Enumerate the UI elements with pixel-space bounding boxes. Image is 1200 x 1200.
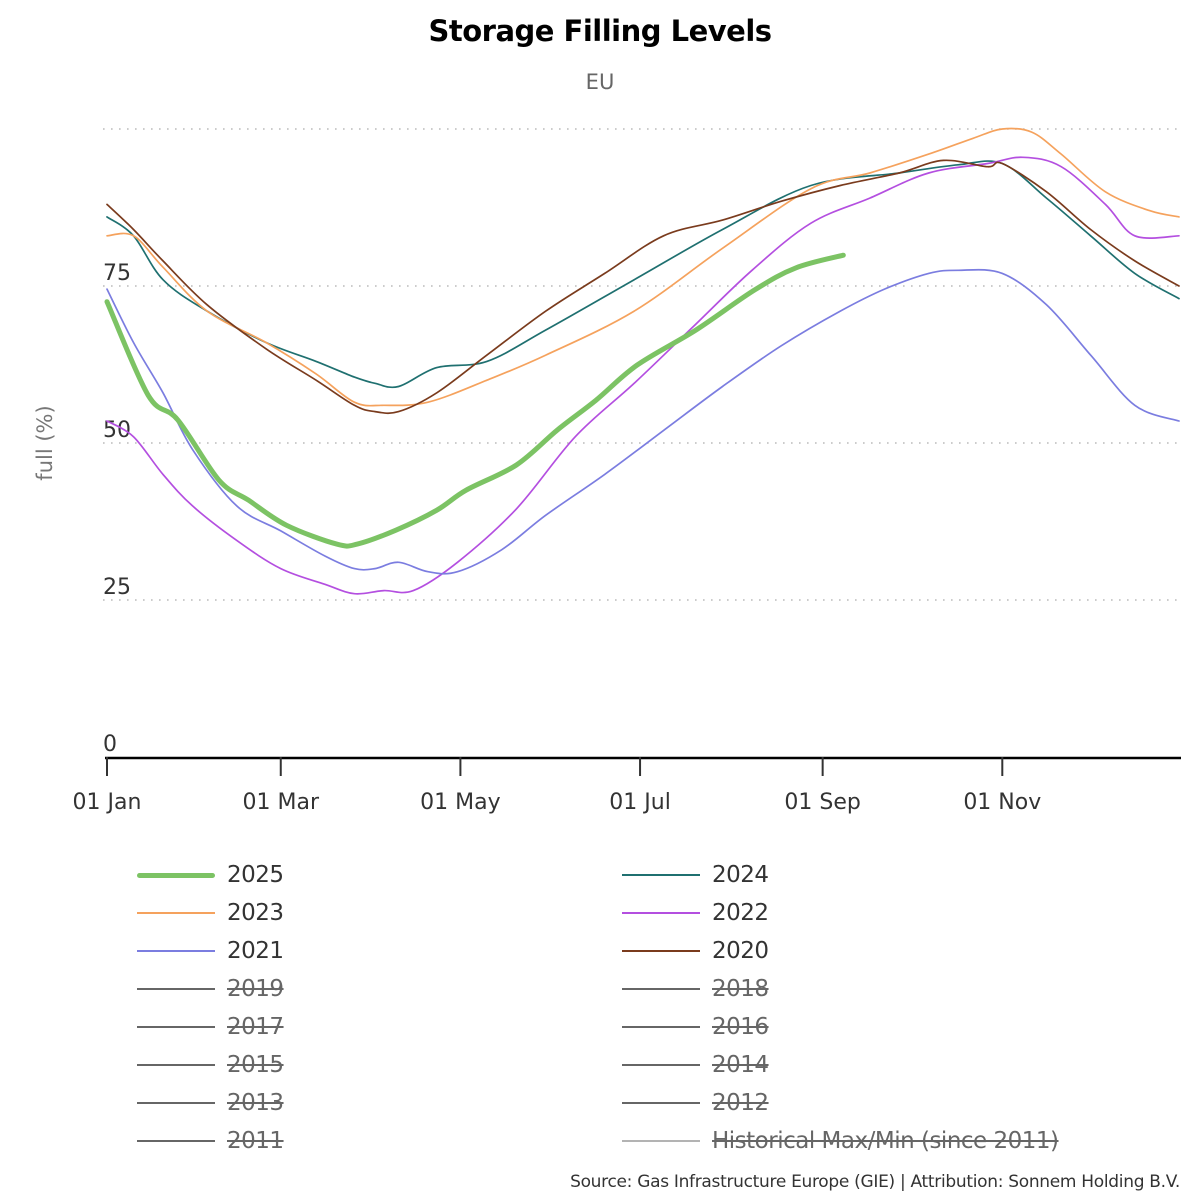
source-attribution: Source: Gas Infrastructure Europe (GIE) …	[570, 1172, 1180, 1192]
legend-swatch	[622, 874, 700, 876]
legend-item-2016[interactable]: 2016	[622, 1010, 769, 1044]
x-tick-label: 01 Nov	[963, 790, 1041, 815]
legend-label: 2017	[227, 1014, 284, 1040]
x-tick-label: 01 Sep	[784, 790, 860, 815]
legend-label: 2023	[227, 900, 284, 926]
legend-label: 2022	[712, 900, 769, 926]
legend-item-2021[interactable]: 2021	[137, 934, 284, 968]
legend-item-2018[interactable]: 2018	[622, 972, 769, 1006]
legend-item-2024[interactable]: 2024	[622, 858, 769, 892]
legend-label: 2024	[712, 862, 769, 888]
x-tick-label: 01 May	[420, 790, 500, 815]
legend-item-2011[interactable]: 2011	[137, 1124, 284, 1158]
legend-item-2013[interactable]: 2013	[137, 1086, 284, 1120]
legend-swatch	[622, 1140, 700, 1142]
legend-label: 2015	[227, 1052, 284, 1078]
legend-swatch	[622, 1026, 700, 1028]
legend: 2025 2024 2023 2022 2021 2020 2019 2018 2017 2016…	[0, 858, 1200, 1158]
y-tick-label: 75	[103, 261, 131, 286]
x-tick-label: 01 Jul	[609, 790, 671, 815]
legend-swatch	[137, 912, 215, 914]
series-line-2023[interactable]	[106, 127, 1180, 407]
y-axis-label: full (%)	[33, 405, 57, 480]
legend-label: 2011	[227, 1128, 284, 1154]
legend-label: 2016	[712, 1014, 769, 1040]
series-line-2020[interactable]	[106, 159, 1180, 415]
legend-label: 2020	[712, 938, 769, 964]
legend-label: 2013	[227, 1090, 284, 1116]
legend-swatch	[622, 1102, 700, 1104]
legend-item-2012[interactable]: 2012	[622, 1086, 769, 1120]
legend-label: 2014	[712, 1052, 769, 1078]
series-line-2022[interactable]	[106, 156, 1180, 595]
legend-swatch	[622, 1064, 700, 1066]
y-tick-label: 25	[103, 575, 131, 600]
legend-item-2017[interactable]: 2017	[137, 1010, 284, 1044]
legend-label: 2012	[712, 1090, 769, 1116]
chart-title: Storage Filling Levels	[428, 14, 772, 48]
legend-swatch	[137, 872, 215, 878]
y-tick-label: 0	[103, 732, 117, 757]
legend-item-2020[interactable]: 2020	[622, 934, 769, 968]
chart-subtitle: EU	[585, 70, 615, 94]
legend-swatch	[137, 988, 215, 990]
legend-swatch	[137, 1026, 215, 1028]
legend-item-2025[interactable]: 2025	[137, 858, 284, 892]
legend-item-2014[interactable]: 2014	[622, 1048, 769, 1082]
legend-swatch	[622, 950, 700, 952]
legend-item-2022[interactable]: 2022	[622, 896, 769, 930]
x-tick-label: 01 Mar	[243, 790, 320, 815]
legend-swatch	[137, 1140, 215, 1142]
legend-swatch	[622, 988, 700, 990]
legend-item-historical-max-min-since-2011[interactable]: Historical Max/Min (since 2011)	[622, 1124, 1059, 1158]
legend-swatch	[622, 912, 700, 914]
x-tick-label: 01 Jan	[73, 790, 142, 815]
legend-item-2019[interactable]: 2019	[137, 972, 284, 1006]
legend-swatch	[137, 1102, 215, 1104]
series-line-2024[interactable]	[106, 160, 1180, 389]
legend-label: 2025	[227, 862, 284, 888]
legend-label: Historical Max/Min (since 2011)	[712, 1128, 1059, 1154]
legend-label: 2021	[227, 938, 284, 964]
series-line-2025[interactable]	[104, 252, 846, 549]
legend-item-2015[interactable]: 2015	[137, 1048, 284, 1082]
series-line-2021[interactable]	[106, 268, 1180, 575]
legend-label: 2018	[712, 976, 769, 1002]
legend-label: 2019	[227, 976, 284, 1002]
legend-swatch	[137, 950, 215, 952]
legend-swatch	[137, 1064, 215, 1066]
legend-item-2023[interactable]: 2023	[137, 896, 284, 930]
